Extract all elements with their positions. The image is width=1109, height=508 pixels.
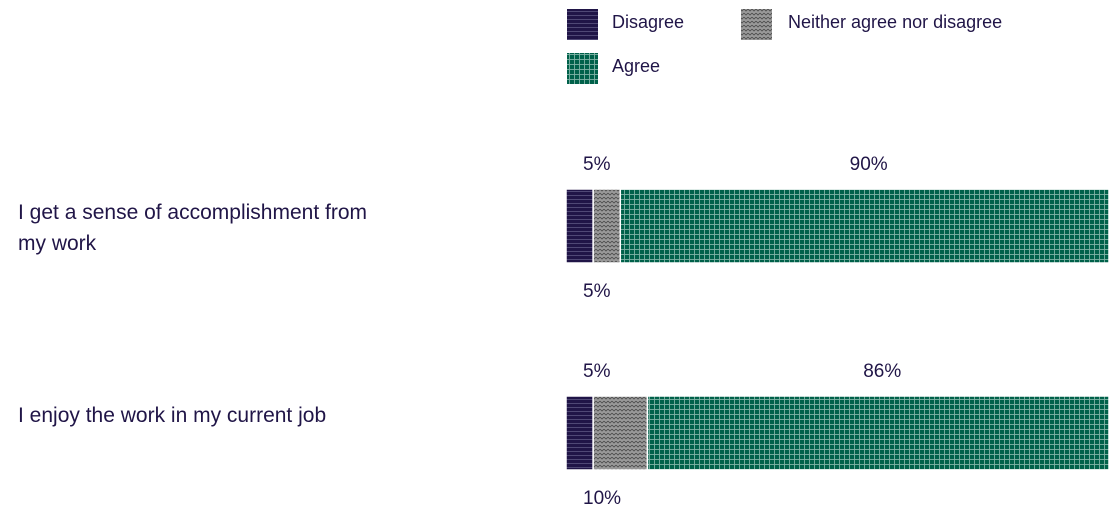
legend-item-disagree: Disagree — [567, 9, 684, 40]
legend: Disagree Neither agree nor disagree Agree — [567, 9, 1002, 84]
bars — [565, 188, 1109, 471]
question-label-2-text: I enjoy the work in my current job — [18, 404, 326, 427]
legend-label-agree: Agree — [612, 56, 660, 76]
legend-label-disagree: Disagree — [612, 12, 684, 32]
data-label-neither-q1: 5% — [583, 281, 611, 302]
data-label-disagree-q1: 5% — [583, 154, 611, 175]
legend-swatch-agree — [567, 53, 598, 84]
legend-swatch-neither — [741, 9, 772, 40]
data-label-agree-q1: 90% — [850, 154, 888, 175]
legend-label-neither: Neither agree nor disagree — [788, 12, 1002, 32]
question-label-2: I enjoy the work in my current job — [18, 404, 326, 427]
legend-item-agree: Agree — [567, 53, 660, 84]
bar-neither-q1 — [592, 188, 622, 264]
legend-swatch-disagree — [567, 9, 598, 40]
legend-item-neither: Neither agree nor disagree — [741, 9, 1002, 40]
question-label-1-line-1: I get a sense of accomplishment from — [18, 201, 367, 224]
bar-agree-q1 — [619, 188, 1109, 264]
bar-agree-q2 — [646, 395, 1109, 471]
question-label-1: I get a sense of accomplishment from my … — [18, 201, 367, 255]
bar-disagree-q1 — [565, 188, 594, 264]
bar-disagree-q2 — [565, 395, 594, 471]
data-labels: 5% 5% 90% 5% 10% 86% — [583, 154, 901, 508]
data-label-neither-q2: 10% — [583, 488, 621, 508]
data-label-disagree-q2: 5% — [583, 361, 611, 382]
question-label-1-line-2: my work — [18, 232, 97, 255]
data-label-agree-q2: 86% — [863, 361, 901, 382]
bar-neither-q2 — [592, 395, 649, 471]
